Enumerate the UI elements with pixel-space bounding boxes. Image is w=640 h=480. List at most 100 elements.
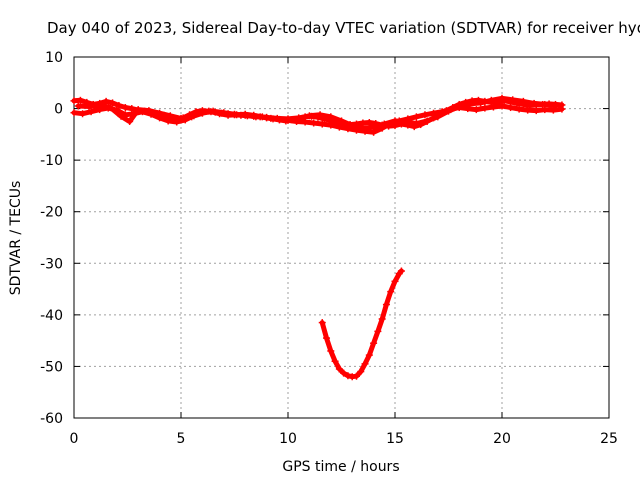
series-0-track-2-point <box>487 96 495 104</box>
series-0-track-0-point <box>109 99 117 107</box>
series-0-track-0-point <box>365 118 373 126</box>
series-0-track-2-point <box>370 123 378 131</box>
series-0-track-2-point <box>402 118 410 126</box>
y-tick-label: -30 <box>40 256 63 272</box>
series-0-track-2-point <box>145 107 153 115</box>
series-1-excursion-point <box>357 368 365 376</box>
series-0-track-2-point <box>263 113 271 121</box>
series-1-excursion-point <box>397 267 405 275</box>
y-tick-label: 10 <box>45 50 63 66</box>
series-0-track-0-point <box>76 96 84 104</box>
series-1-excursion-point <box>365 351 373 359</box>
series-1-excursion-point <box>374 327 382 335</box>
series-1-excursion-point <box>327 347 335 355</box>
series-1-excursion-point <box>352 372 360 380</box>
series-0-track-2-point <box>423 117 431 125</box>
series-0-track-1-point <box>472 106 480 114</box>
series-0-track-1-point <box>532 107 540 115</box>
x-tick-label: 25 <box>600 431 618 447</box>
series-0-track-2-point <box>156 109 164 117</box>
series-0-track-2-point <box>273 114 281 122</box>
y-tick-label: -10 <box>40 153 63 169</box>
series-0-track-1-point <box>498 102 506 110</box>
series-1-excursion-point <box>378 315 386 323</box>
series-0-track-2-point <box>295 114 303 122</box>
series-0-track-2-point <box>509 96 517 104</box>
series-0-track-2-point <box>209 107 217 115</box>
series-0-track-2-point <box>552 101 559 109</box>
series-0-track-1-point <box>318 120 326 128</box>
series-0-track-2-point <box>74 102 82 110</box>
series-1-excursion-point <box>323 334 331 342</box>
series-1-excursion-point <box>340 369 348 377</box>
series-0-track-2-point <box>316 111 324 119</box>
series-1-excursion-point <box>335 365 343 373</box>
series-0-track-1-point <box>558 105 566 113</box>
x-axis-label: GPS time / hours <box>282 459 399 475</box>
series-0-track-0-point <box>121 104 129 112</box>
series-0-track-2-point <box>96 101 104 109</box>
series-0-track-0-point <box>102 97 110 105</box>
series-0-track-0-point <box>115 101 123 109</box>
series-0-track-2-point <box>519 97 527 105</box>
series-0-track-1-point <box>515 105 523 113</box>
series-0-track-1-point <box>301 118 309 126</box>
x-tick-label: 5 <box>177 431 186 447</box>
series-1-excursion-point <box>391 277 399 285</box>
series-0-track-1-point <box>310 119 318 127</box>
series-0-track-2-point <box>241 111 249 119</box>
series-0-track-2-point <box>284 115 292 123</box>
series-0-track-1-point <box>412 113 420 121</box>
series-0-track-1-point <box>489 103 497 111</box>
data-series <box>70 94 566 381</box>
series-0-track-2-point <box>412 120 420 128</box>
series-0-track-1-point <box>327 121 335 129</box>
series-0-track-2-point <box>498 94 506 102</box>
series-0-track-2-point <box>434 113 442 121</box>
series-0-track-2-point <box>134 106 142 114</box>
y-tick-label: -40 <box>40 308 63 324</box>
plot-frame <box>73 56 610 419</box>
y-tick-label: -50 <box>40 359 63 375</box>
series-0-track-2-point <box>85 103 93 111</box>
x-tick-label: 0 <box>70 431 79 447</box>
series-0-track-2-point <box>338 117 345 125</box>
series-0-track-2-point <box>380 120 388 128</box>
series-0-track-2-point <box>541 100 549 108</box>
series-0-track-2-point <box>327 113 335 121</box>
series-0-track-2-point <box>231 110 238 118</box>
series-0-track-2-point <box>117 112 125 120</box>
series-0-track-2-point <box>305 112 313 120</box>
series-0-track-2-point <box>220 109 228 117</box>
series-0-track-2-point <box>177 114 185 122</box>
series-0-track-2-point <box>359 124 367 132</box>
series-1-excursion-point <box>318 319 326 327</box>
series-0-track-2-point <box>391 117 399 125</box>
series-1-excursion-point <box>370 339 378 347</box>
series-0-track-2-point <box>252 113 260 121</box>
series-0-track-1-point <box>430 109 438 117</box>
x-tick-label: 10 <box>279 431 297 447</box>
series-0-track-1-point <box>335 123 343 131</box>
series-0-track-2-point <box>166 112 174 120</box>
series-1-excursion-point <box>382 301 390 309</box>
y-tick-label: 0 <box>54 102 63 118</box>
series-0-track-2-point <box>106 104 114 112</box>
x-tick-label: 15 <box>386 431 404 447</box>
series-0-track-1-point <box>421 111 429 119</box>
chart-title: Day 040 of 2023, Sidereal Day-to-day VTE… <box>47 19 640 37</box>
series-1-excursion-point <box>387 288 395 296</box>
series-0-track-2-point <box>466 100 474 108</box>
series-0-track-1-point <box>164 117 172 125</box>
y-tick-label: -60 <box>40 411 63 427</box>
series-1-excursion-point <box>331 357 339 365</box>
series-0-track-1-line <box>71 103 565 135</box>
series-0-track-2-point <box>455 103 463 111</box>
y-tick-label: -20 <box>40 205 63 221</box>
series-0-track-2-line <box>75 95 558 131</box>
series-0-track-1-point <box>70 109 78 117</box>
series-0-track-2-point <box>188 113 196 121</box>
series-0-track-2-point <box>198 109 206 117</box>
axis-ticks: 0 5 10 15 20 25 10 0 -10 -20 -30 -40 -50 -60 <box>40 50 618 447</box>
